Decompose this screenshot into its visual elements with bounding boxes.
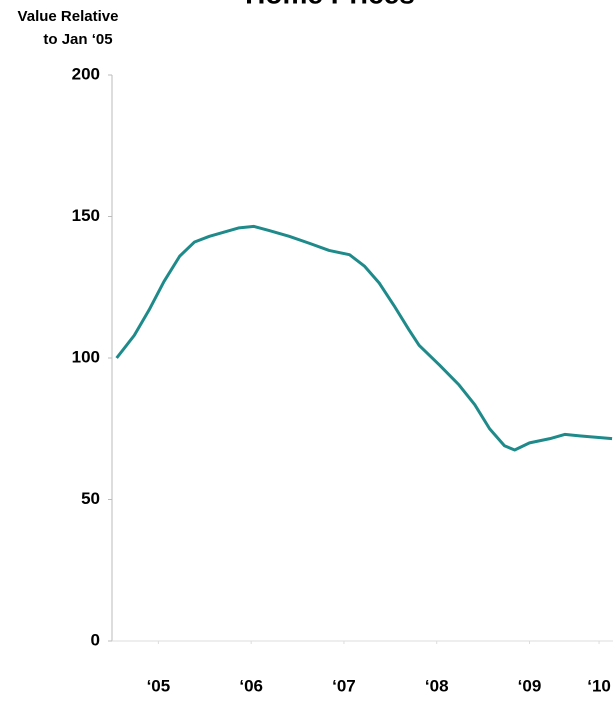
chart-title: Home Prices [245,0,415,9]
data-line [115,224,613,452]
x-tick-label: ‘10 [587,676,611,695]
x-tick-label: ‘05 [147,676,171,695]
y-axis-label: to Jan ‘05 [43,31,112,48]
y-tick-label: 0 [91,630,100,649]
x-tick-label: ‘07 [332,676,356,695]
y-tick-label: 150 [72,206,100,225]
y-tick-label: 200 [72,64,100,83]
y-tick-label: 100 [72,347,100,366]
x-tick-label: ‘06 [239,676,263,695]
x-tick-label: ‘08 [425,676,449,695]
y-axis-label: Value Relative [18,8,119,25]
x-tick-label: ‘09 [518,676,542,695]
y-tick-label: 50 [81,489,100,508]
